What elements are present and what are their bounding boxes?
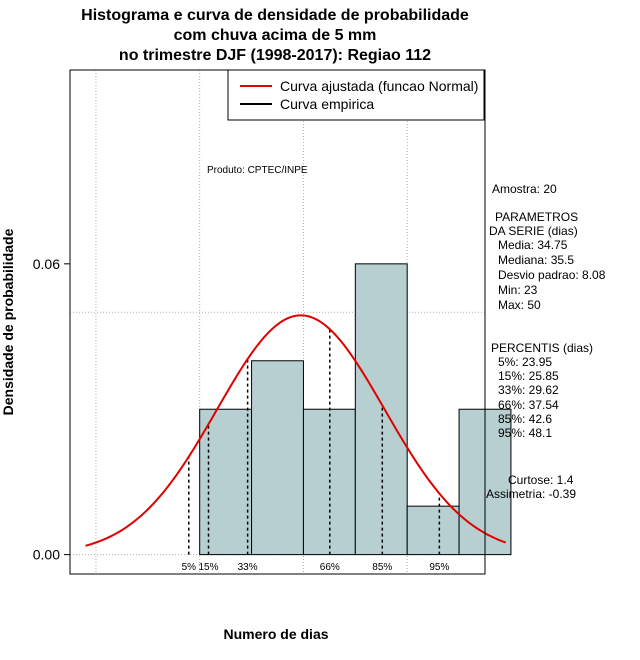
- stat-curtose: Curtose: 1.4: [508, 473, 574, 487]
- percentile-label: 95%: [429, 562, 449, 573]
- y-axis: 0.00 0.06: [33, 256, 70, 563]
- histogram-bar: [406, 505, 460, 556]
- histogram-bars: [199, 263, 512, 556]
- percentile-label: 66%: [320, 562, 340, 573]
- percentile-labels: 5% 15% 33% 66% 85% 95%: [182, 562, 450, 573]
- y-axis-label: Densidade de probabilidade: [0, 228, 16, 415]
- histogram-bar: [354, 263, 408, 556]
- percentile-label: 15%: [198, 562, 218, 573]
- normal-fit-curve: [85, 314, 507, 547]
- legend: Curva ajustada (funcao Normal) Curva emp…: [227, 69, 485, 121]
- stat-p66: 66%: 37.54: [498, 398, 559, 412]
- stat-p33: 33%: 29.62: [498, 383, 559, 397]
- stat-desvio: Desvio padrao: 8.08: [498, 268, 606, 282]
- stat-p5: 5%: 23.95: [498, 355, 553, 369]
- histogram-bar: [199, 408, 253, 556]
- stat-perc-title: PERCENTIS (dias): [491, 341, 594, 355]
- percentile-lines: [188, 329, 441, 555]
- stat-p85: 85%: 42.6: [498, 412, 553, 426]
- stat-max: Max: 50: [498, 298, 541, 312]
- stat-amostra: Amostra: 20: [492, 182, 557, 196]
- stat-media: Media: 34.75: [498, 238, 568, 252]
- chart-title-line-3: no trimestre DJF (1998-2017): Regiao 112: [118, 47, 432, 64]
- legend-label-fit: Curva ajustada (funcao Normal): [280, 78, 478, 94]
- stat-p95: 95%: 48.1: [498, 426, 553, 440]
- y-tick-label: 0.00: [33, 547, 60, 563]
- x-axis-label: Numero de dias: [223, 626, 328, 642]
- y-tick-label: 0.06: [33, 256, 60, 272]
- percentile-label: 5%: [182, 562, 197, 573]
- product-annotation: Produto: CPTEC/INPE: [207, 165, 308, 176]
- stat-assimetria: Assimetria: -0.39: [486, 487, 577, 501]
- stat-param-subtitle: DA SERIE (dias): [489, 224, 578, 238]
- percentile-label: 33%: [238, 562, 258, 573]
- stat-param-title: PARAMETROS: [495, 210, 579, 224]
- chart-title-line-1: Histograma e curva de densidade de proba…: [81, 7, 469, 24]
- percentile-label: 85%: [372, 562, 392, 573]
- stat-min: Min: 23: [498, 283, 538, 297]
- legend-label-empirical: Curva empirica: [280, 96, 374, 112]
- stat-p15: 15%: 25.85: [498, 369, 559, 383]
- stat-mediana: Mediana: 35.5: [498, 253, 575, 267]
- legend-box: [227, 69, 485, 121]
- chart-title-line-2: com chuva acima de 5 mm: [173, 27, 377, 44]
- histogram-bar: [251, 360, 304, 556]
